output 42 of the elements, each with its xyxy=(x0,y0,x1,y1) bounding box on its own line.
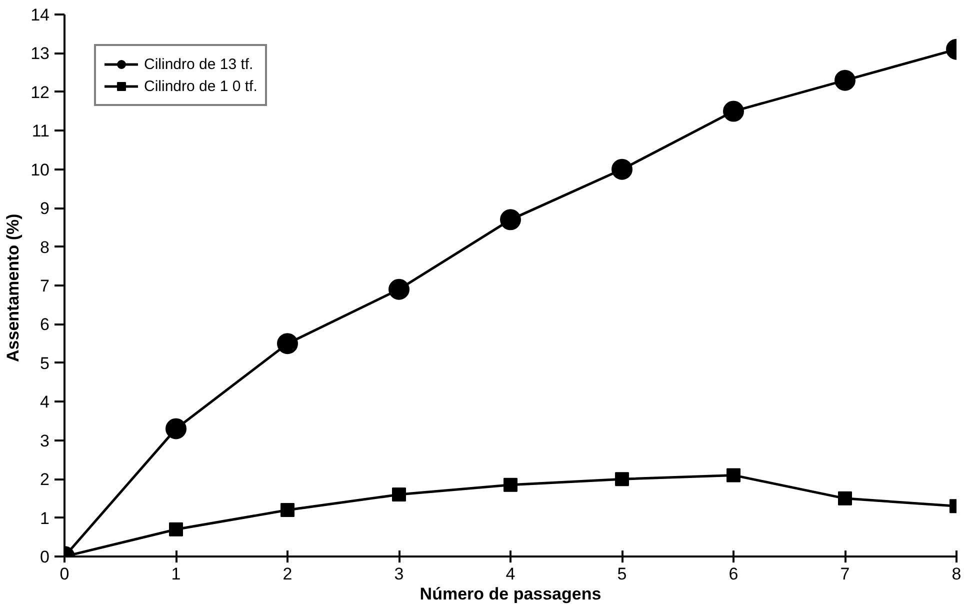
legend-label: Cilindro de 1 0 tf. xyxy=(144,78,258,94)
y-tick-label: 10 xyxy=(30,160,50,180)
point xyxy=(280,503,294,518)
point xyxy=(277,333,298,354)
y-axis-title: Assentamento (%) xyxy=(4,214,23,362)
y-tick-label: 13 xyxy=(30,44,50,64)
point xyxy=(388,278,410,300)
y-tick-label: 1 xyxy=(40,508,50,528)
point xyxy=(726,468,740,482)
legend-label: Cilindro de 13 tf. xyxy=(144,56,254,72)
y-tick-label: 9 xyxy=(40,199,50,218)
y-tick-label: 8 xyxy=(40,238,50,257)
x-tick-label: 1 xyxy=(171,564,181,584)
point xyxy=(392,488,406,502)
y-tick-label: 5 xyxy=(40,354,50,373)
point xyxy=(834,70,856,91)
point xyxy=(838,491,852,506)
point xyxy=(166,418,186,440)
point xyxy=(500,209,521,230)
point xyxy=(615,472,629,486)
y-tick-label: 0 xyxy=(40,548,50,566)
x-tick-label: 4 xyxy=(506,564,516,584)
y-tick-label: 6 xyxy=(40,315,50,334)
x-tick-label: 6 xyxy=(728,564,738,584)
point xyxy=(612,158,632,180)
y-tick-label: 12 xyxy=(30,82,50,102)
x-tick-label: 5 xyxy=(617,564,627,584)
y-tick-label: 7 xyxy=(40,276,50,296)
y-tick-label: 3 xyxy=(40,431,50,450)
y-tick-label: 14 xyxy=(30,6,50,24)
y-tick-label: 2 xyxy=(40,470,50,490)
x-tick-label: 7 xyxy=(840,564,850,584)
x-tick-label: 8 xyxy=(952,564,962,584)
x-tick-label: 0 xyxy=(60,564,70,584)
x-tick-label: 3 xyxy=(394,564,404,584)
point xyxy=(723,100,744,122)
x-tick-label: 2 xyxy=(282,564,292,584)
point xyxy=(504,478,518,492)
x-axis-title: Número de passagens xyxy=(420,584,602,604)
y-tick-label: 11 xyxy=(32,122,50,141)
y-tick-label: 4 xyxy=(40,392,50,412)
point xyxy=(169,522,183,536)
